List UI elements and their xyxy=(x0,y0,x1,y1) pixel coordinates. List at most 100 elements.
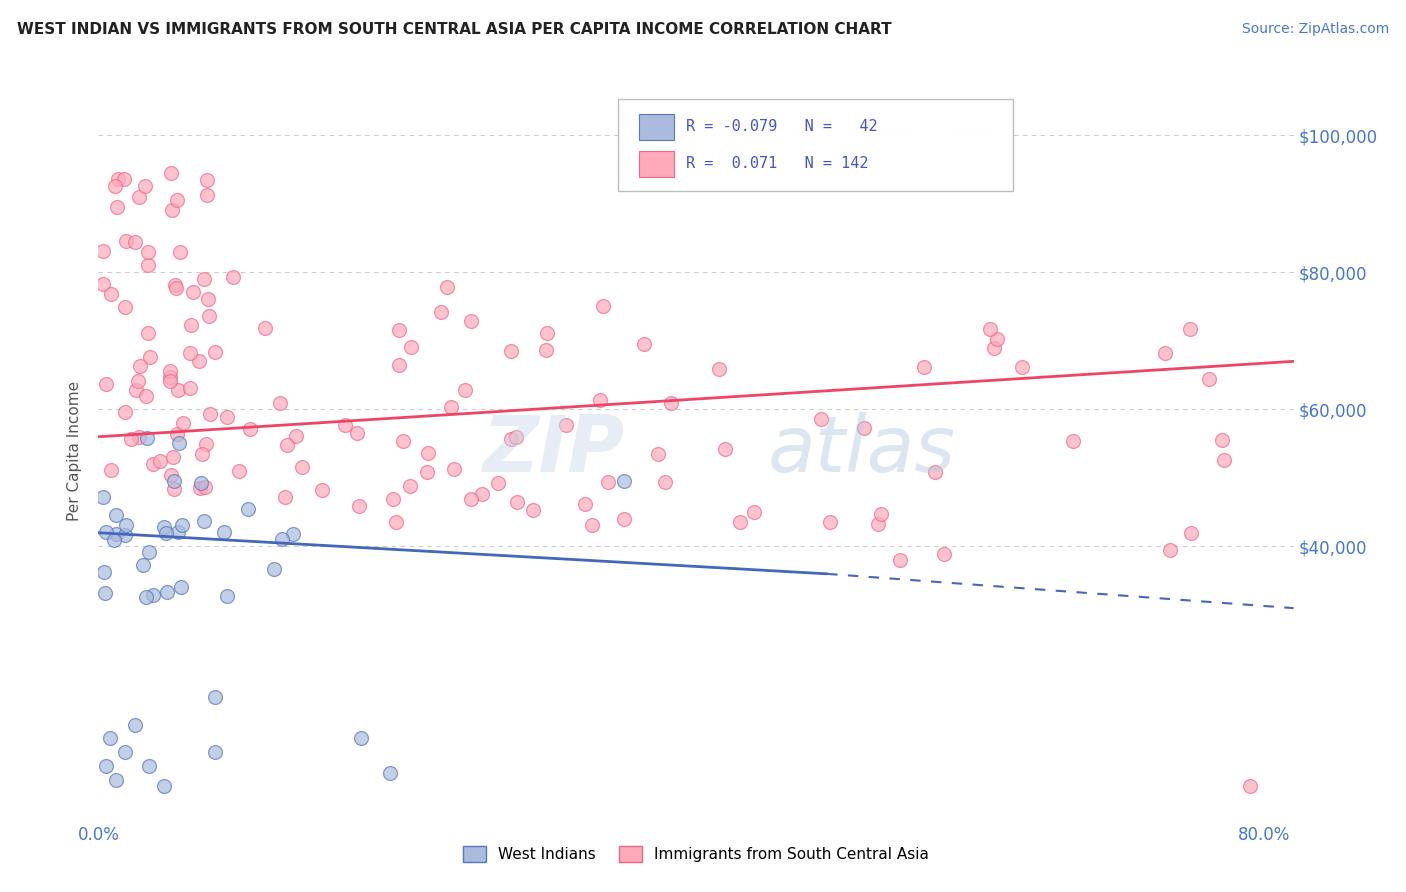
Point xyxy=(868,517,890,532)
Point xyxy=(460,314,482,328)
Point xyxy=(870,507,893,521)
Point xyxy=(129,359,152,373)
Point xyxy=(91,277,114,292)
Point xyxy=(132,558,155,572)
Point xyxy=(453,384,475,398)
Point xyxy=(592,299,614,313)
Point xyxy=(554,417,576,432)
Point xyxy=(204,344,226,359)
Point xyxy=(198,310,221,324)
Point xyxy=(159,370,181,384)
Point xyxy=(93,244,115,258)
Point xyxy=(613,512,636,526)
Point xyxy=(193,514,215,528)
Point xyxy=(179,381,201,395)
Point xyxy=(1180,322,1202,336)
Point xyxy=(180,318,202,332)
Point xyxy=(522,502,544,516)
Point xyxy=(115,234,138,248)
Point xyxy=(1062,434,1084,449)
Point xyxy=(269,396,291,410)
Point xyxy=(311,483,333,498)
Point xyxy=(440,401,463,415)
Point xyxy=(934,547,956,561)
Point xyxy=(853,421,876,435)
Point xyxy=(188,354,211,368)
Point xyxy=(347,499,370,513)
Point xyxy=(98,731,121,746)
Point xyxy=(188,481,211,495)
Point xyxy=(534,343,557,358)
Point xyxy=(581,517,603,532)
Point xyxy=(728,515,751,529)
Point xyxy=(112,172,135,186)
Point xyxy=(239,422,262,436)
Point xyxy=(93,586,115,600)
Point xyxy=(191,447,214,461)
Point xyxy=(460,491,482,506)
Point xyxy=(165,281,187,295)
Point xyxy=(271,532,294,546)
Point xyxy=(499,432,522,446)
Point xyxy=(160,166,183,180)
Point xyxy=(162,474,184,488)
Point xyxy=(486,476,509,491)
Point xyxy=(388,323,411,337)
Point xyxy=(1198,372,1220,386)
Point xyxy=(94,759,117,773)
Point xyxy=(136,245,159,260)
Point xyxy=(124,383,146,397)
Point xyxy=(285,429,308,443)
Point xyxy=(103,533,125,547)
Point xyxy=(742,505,765,519)
Point xyxy=(195,172,218,186)
Point xyxy=(100,463,122,477)
Point xyxy=(138,759,160,773)
Point xyxy=(162,450,184,465)
Point xyxy=(979,322,1001,336)
Point xyxy=(163,482,186,496)
Point xyxy=(291,460,314,475)
Point xyxy=(115,517,138,532)
Point xyxy=(236,502,259,516)
Point xyxy=(659,396,682,410)
Point xyxy=(142,589,165,603)
Point xyxy=(281,527,304,541)
Point xyxy=(443,462,465,476)
Point xyxy=(912,359,935,374)
FancyBboxPatch shape xyxy=(619,99,1012,191)
Point xyxy=(924,465,946,479)
Point xyxy=(93,565,115,579)
Point xyxy=(166,193,188,207)
Point xyxy=(139,350,162,364)
Point xyxy=(136,258,159,272)
Point xyxy=(105,200,128,214)
Point xyxy=(153,780,176,794)
Point xyxy=(166,427,188,442)
Point xyxy=(120,432,142,446)
Point xyxy=(91,490,114,504)
Point xyxy=(159,363,181,377)
Bar xyxy=(638,152,675,177)
Point xyxy=(1153,345,1175,359)
Point xyxy=(153,520,176,534)
Point xyxy=(499,344,522,359)
Point xyxy=(138,545,160,559)
Point xyxy=(163,277,186,292)
Point xyxy=(155,525,177,540)
Point xyxy=(114,405,136,419)
Point xyxy=(142,458,165,472)
Point xyxy=(654,475,676,490)
Point xyxy=(162,203,184,218)
Point xyxy=(195,187,218,202)
Legend: West Indians, Immigrants from South Central Asia: West Indians, Immigrants from South Cent… xyxy=(457,840,935,869)
Y-axis label: Per Capita Income: Per Capita Income xyxy=(67,380,83,521)
Point xyxy=(169,245,191,260)
Point xyxy=(172,518,194,533)
Point xyxy=(810,411,832,425)
Point xyxy=(114,745,136,759)
Text: R =  0.071   N = 142: R = 0.071 N = 142 xyxy=(686,156,869,171)
Point xyxy=(713,442,735,456)
Point xyxy=(350,731,373,746)
Point xyxy=(1212,453,1234,467)
